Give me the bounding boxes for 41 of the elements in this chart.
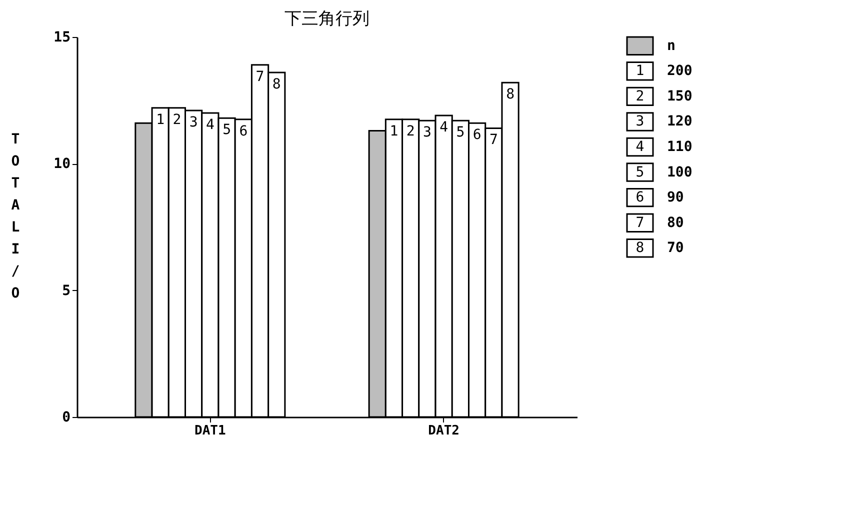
- y-axis-title: TOTAL I/O: [11, 132, 20, 302]
- annotation: 7: [256, 68, 264, 85]
- legend-label: 90: [667, 190, 684, 206]
- legend-label: 80: [667, 214, 684, 231]
- annotation: 1: [156, 112, 165, 128]
- annotation: 5: [456, 124, 465, 141]
- annotation: 8: [506, 86, 514, 103]
- legend-label: 110: [667, 139, 692, 155]
- legend-label: n: [667, 38, 676, 54]
- x-tick-label: DAT2: [428, 424, 460, 438]
- text: 3: [636, 114, 644, 130]
- text: 1: [636, 63, 644, 80]
- chart-title: 下三角行列: [284, 9, 370, 29]
- annotation: 2: [406, 123, 415, 140]
- x-tick-label: DAT1: [194, 424, 226, 438]
- text: 4: [636, 139, 644, 155]
- annotation: 1: [390, 123, 398, 140]
- annotation: 4: [440, 120, 448, 136]
- text: 7: [636, 214, 644, 231]
- annotation: 7: [489, 132, 498, 148]
- annotation: 3: [189, 114, 198, 130]
- text: 2: [636, 88, 644, 104]
- annotation: 3: [422, 124, 432, 141]
- legend-label: 100: [667, 164, 692, 180]
- text: 5: [636, 164, 644, 180]
- legend-label: 70: [667, 240, 684, 256]
- y-tick-label: 10: [54, 156, 70, 172]
- annotation: 4: [206, 117, 214, 133]
- y-tick-label: 0: [62, 410, 70, 426]
- annotation: 8: [272, 76, 281, 92]
- legend-label: 150: [667, 88, 692, 104]
- y-tick-label: 15: [54, 30, 70, 46]
- annotation: 6: [472, 127, 482, 144]
- annotation: 5: [222, 122, 232, 138]
- y-tick-label: 5: [62, 282, 70, 299]
- legend-label: 120: [667, 114, 692, 130]
- annotation: 6: [239, 123, 248, 140]
- legend-label: 200: [667, 63, 692, 80]
- annotation: 2: [172, 112, 182, 128]
- text: 6: [636, 190, 644, 206]
- text: 8: [636, 240, 644, 256]
